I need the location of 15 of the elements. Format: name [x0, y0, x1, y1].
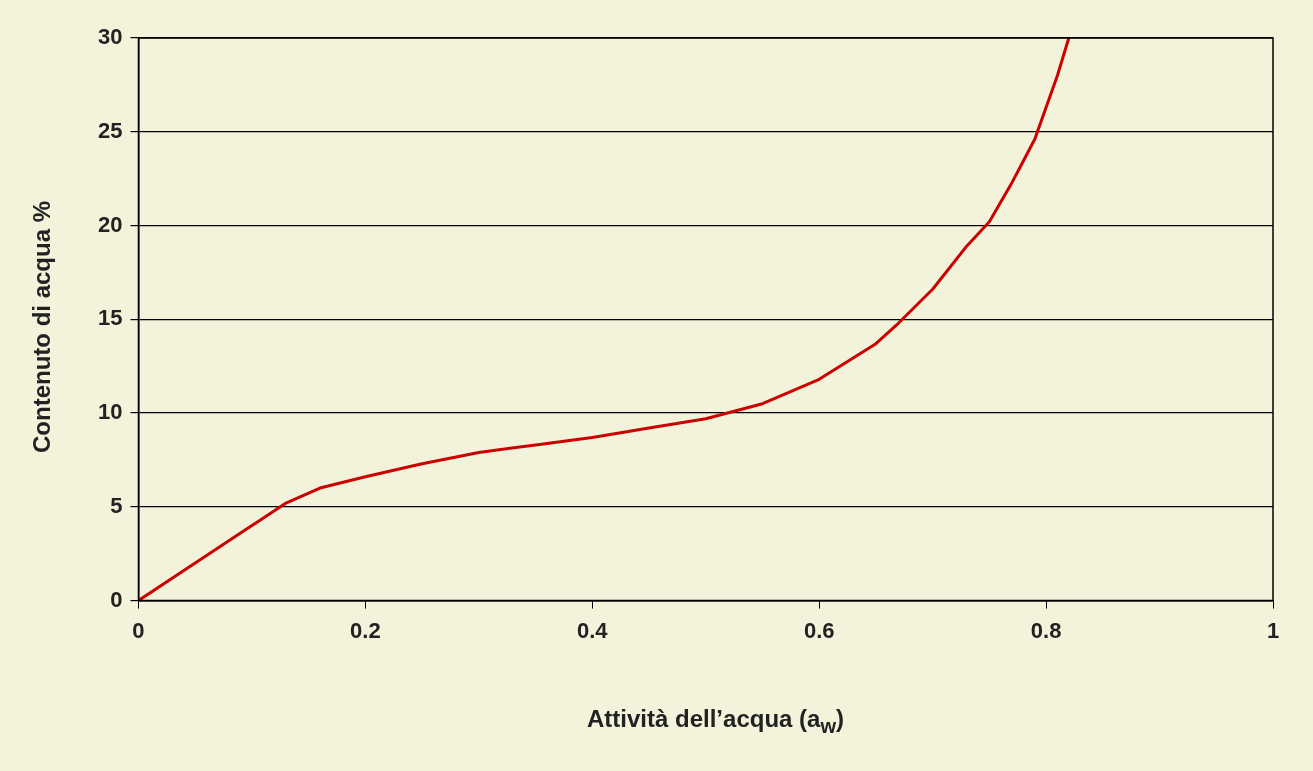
y-tick-label: 5: [110, 492, 123, 518]
x-tick-label: 0: [132, 617, 145, 643]
x-tick-label: 0.6: [803, 617, 835, 643]
y-axis-title: Contenuto di acqua %: [28, 201, 56, 453]
x-tick-label: 1: [1266, 617, 1280, 643]
x-axis-title: Attività dell’acqua (a$_{w}$): [586, 705, 845, 738]
x-tick-label: 0.4: [576, 617, 609, 643]
y-tick-label: 25: [97, 117, 123, 143]
y-tick-label: 10: [97, 399, 123, 425]
x-tick-label: 0.2: [350, 617, 381, 643]
y-tick-label: 30: [97, 24, 123, 50]
y-tick-label: 0: [110, 586, 123, 612]
y-tick-label: 15: [97, 305, 123, 331]
x-tick-label: 0.8: [1030, 617, 1062, 643]
y-tick-label: 20: [97, 211, 123, 237]
